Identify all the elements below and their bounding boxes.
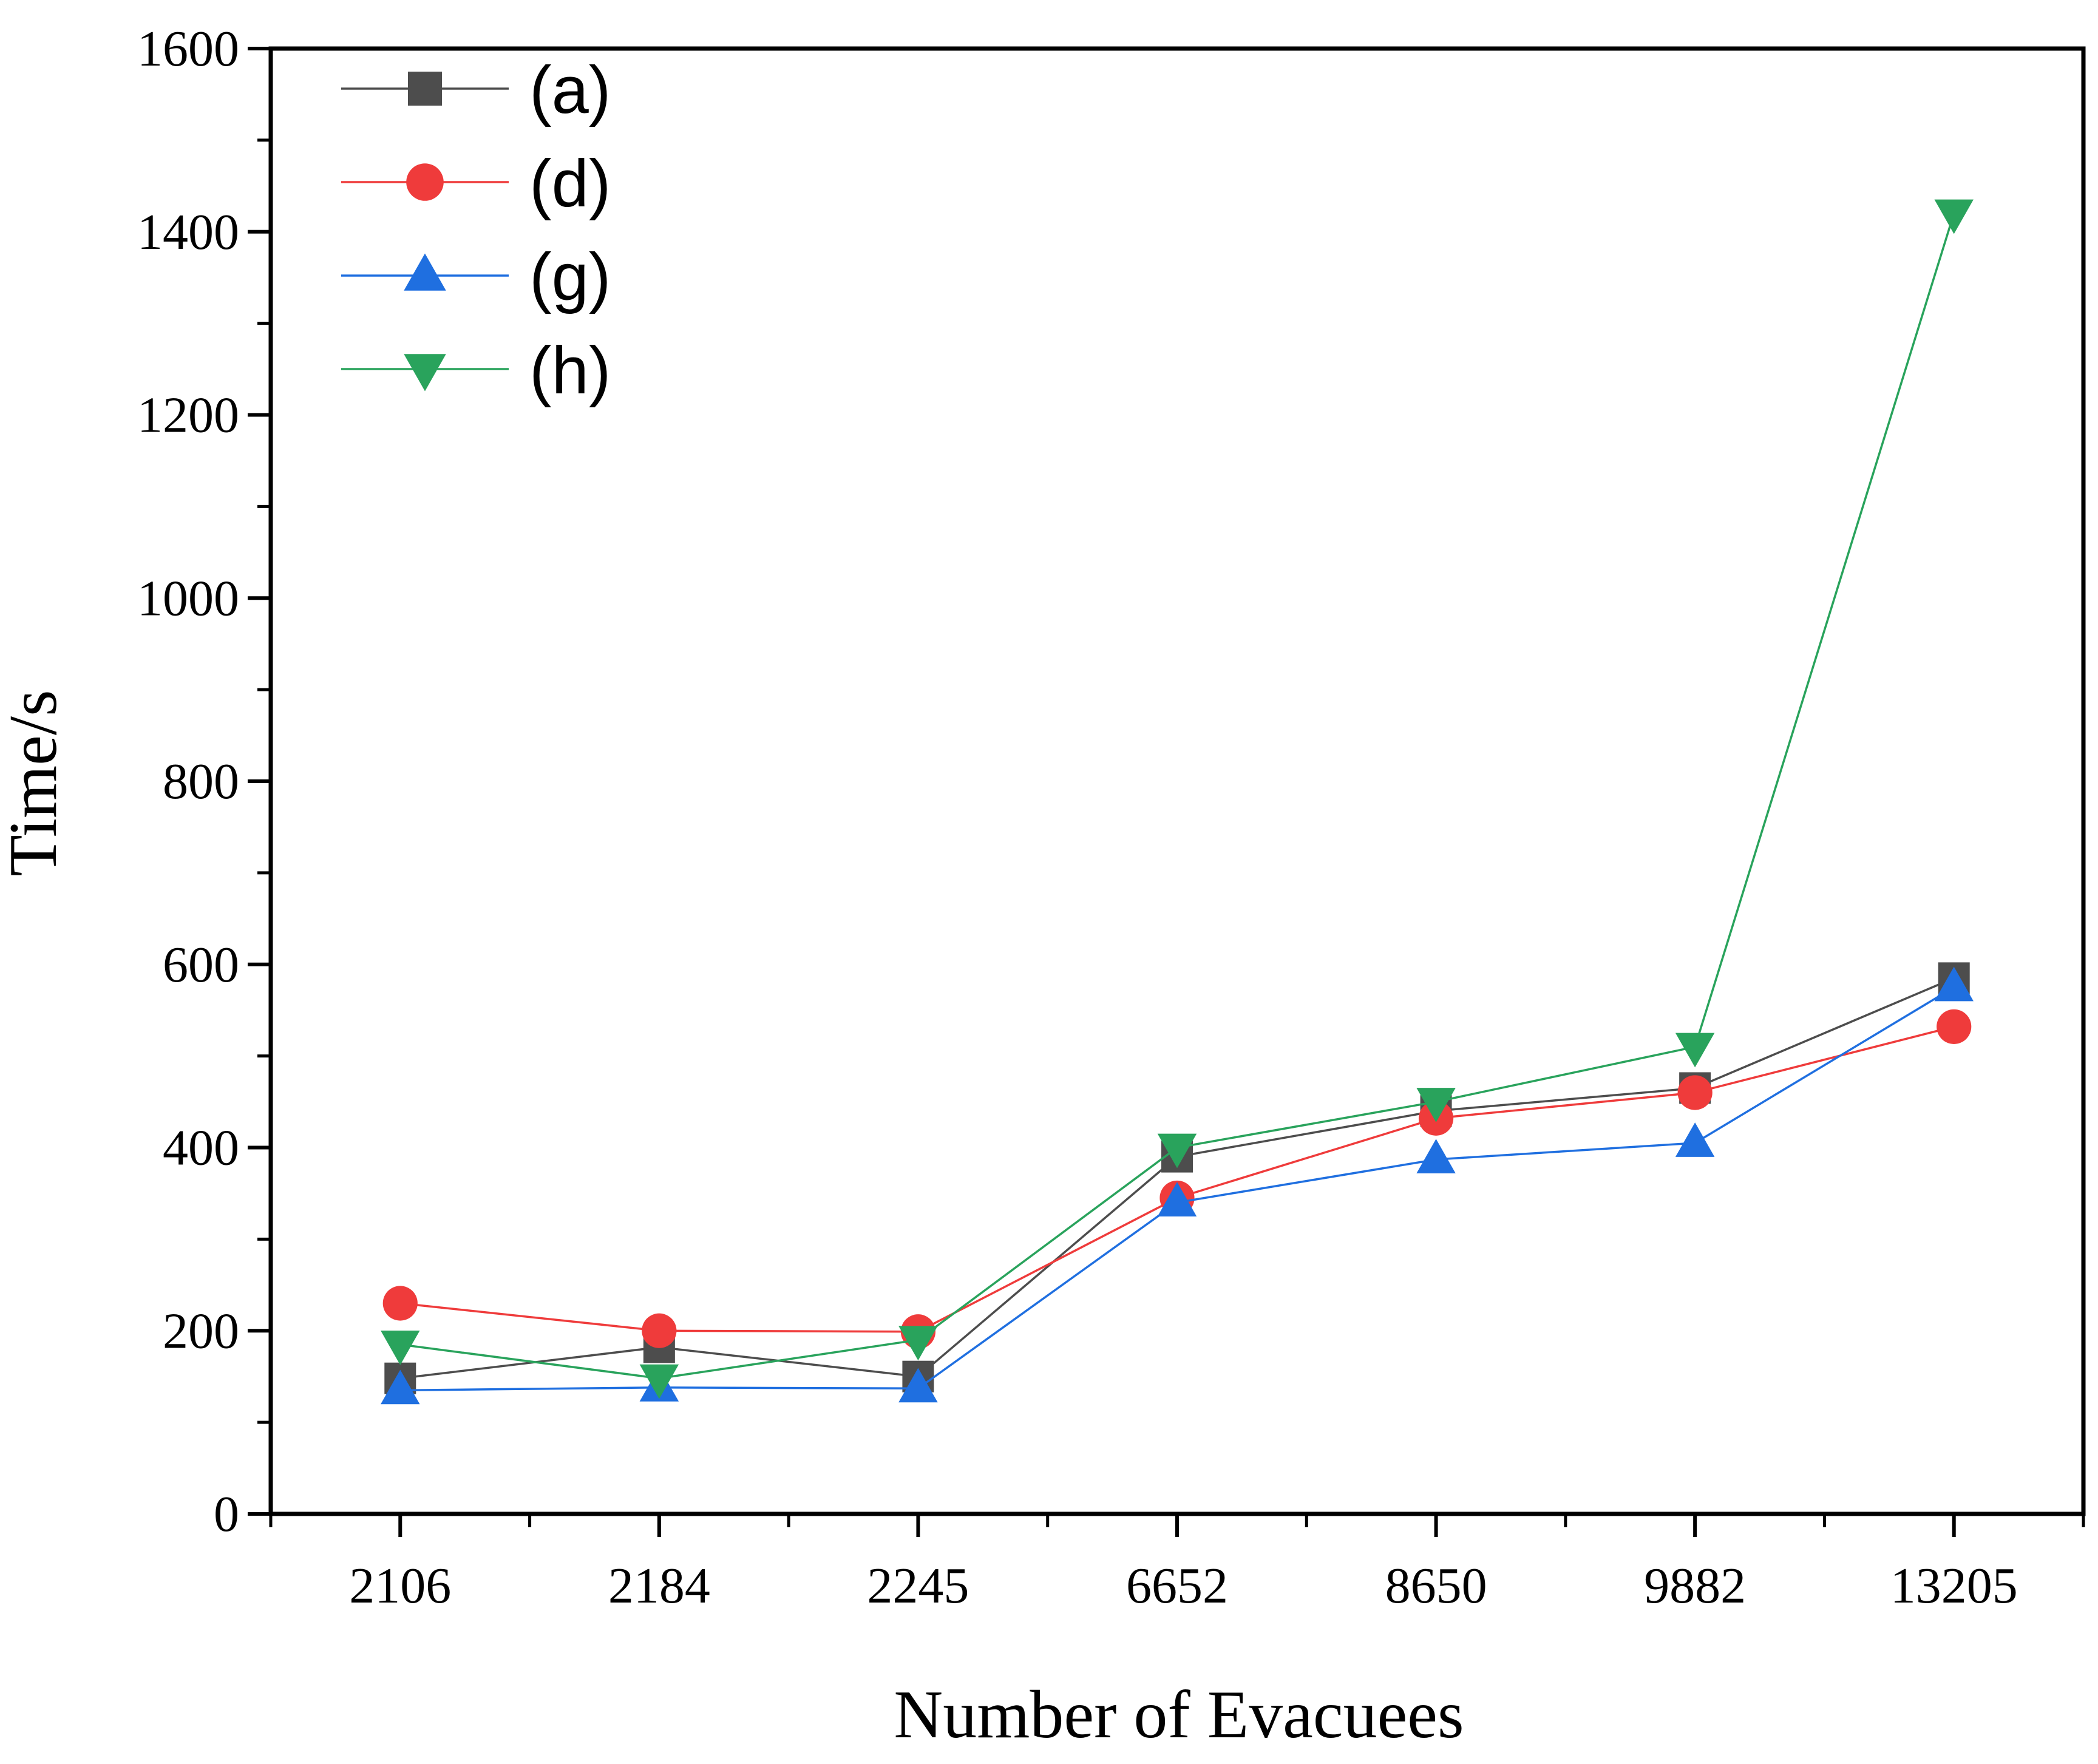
data-point <box>1937 1009 1972 1044</box>
legend-label: (d) <box>529 146 611 221</box>
series-3 <box>381 966 1974 1405</box>
legend-item: (h) <box>341 333 611 408</box>
series-1 <box>384 962 1970 1394</box>
y-tick-label: 800 <box>163 753 239 810</box>
data-point <box>639 1364 679 1399</box>
series-layer <box>381 199 1974 1405</box>
legend-label: (a) <box>529 53 611 127</box>
x-tick-label: 9882 <box>1644 1558 1746 1614</box>
data-point <box>1675 1122 1715 1157</box>
x-axis: 2106 2184 2245 6652 8650 9882 13205 <box>269 1514 2085 1614</box>
y-tick-label: 1200 <box>137 387 239 444</box>
legend-item: (g) <box>341 240 611 314</box>
legend-label: (h) <box>529 333 611 408</box>
data-point <box>1416 1088 1456 1122</box>
y-tick-label: 0 <box>214 1486 239 1542</box>
data-point <box>1157 1133 1197 1169</box>
data-point <box>382 1286 418 1321</box>
data-point <box>1934 199 1974 234</box>
data-point <box>1157 1182 1197 1216</box>
data-point <box>381 1369 420 1405</box>
y-axis-title: Time/s <box>0 690 71 876</box>
legend-marker <box>408 72 442 106</box>
x-tick-label: 6652 <box>1126 1558 1228 1614</box>
data-point <box>381 1330 420 1365</box>
legend-item: (a) <box>341 53 611 127</box>
x-tick-label: 13205 <box>1890 1558 2018 1614</box>
x-tick-label: 8650 <box>1385 1558 1487 1614</box>
data-point <box>1677 1075 1713 1110</box>
x-tick-label: 2106 <box>349 1558 451 1614</box>
y-tick-label: 200 <box>163 1303 239 1359</box>
data-point <box>898 1326 938 1361</box>
legend: (a) (d) (g) (h) <box>341 53 611 408</box>
legend-label: (g) <box>529 240 611 314</box>
data-point <box>1675 1033 1715 1068</box>
series-2 <box>382 1009 1972 1349</box>
legend-marker <box>404 354 446 392</box>
series-line <box>400 1025 1955 1333</box>
data-point <box>642 1313 677 1348</box>
data-point <box>898 1368 938 1403</box>
x-tick-label: 2184 <box>608 1558 710 1614</box>
legend-marker <box>404 253 446 291</box>
y-tick-label: 1600 <box>137 21 239 77</box>
y-tick-label: 1000 <box>137 570 239 626</box>
y-axis: 0 200 400 600 800 1000 1200 1400 1600 <box>137 21 271 1542</box>
data-point <box>1416 1139 1456 1174</box>
y-tick-label: 1400 <box>137 204 239 260</box>
x-tick-label: 2245 <box>867 1558 969 1614</box>
series-4 <box>381 199 1974 1399</box>
y-tick-label: 600 <box>163 937 239 993</box>
legend-marker <box>406 163 444 201</box>
x-axis-title: Number of Evacuees <box>894 1677 1464 1752</box>
data-point <box>1934 966 1974 1002</box>
series-line <box>400 977 1955 1380</box>
legend-item: (d) <box>341 146 611 221</box>
y-tick-label: 400 <box>163 1120 239 1176</box>
